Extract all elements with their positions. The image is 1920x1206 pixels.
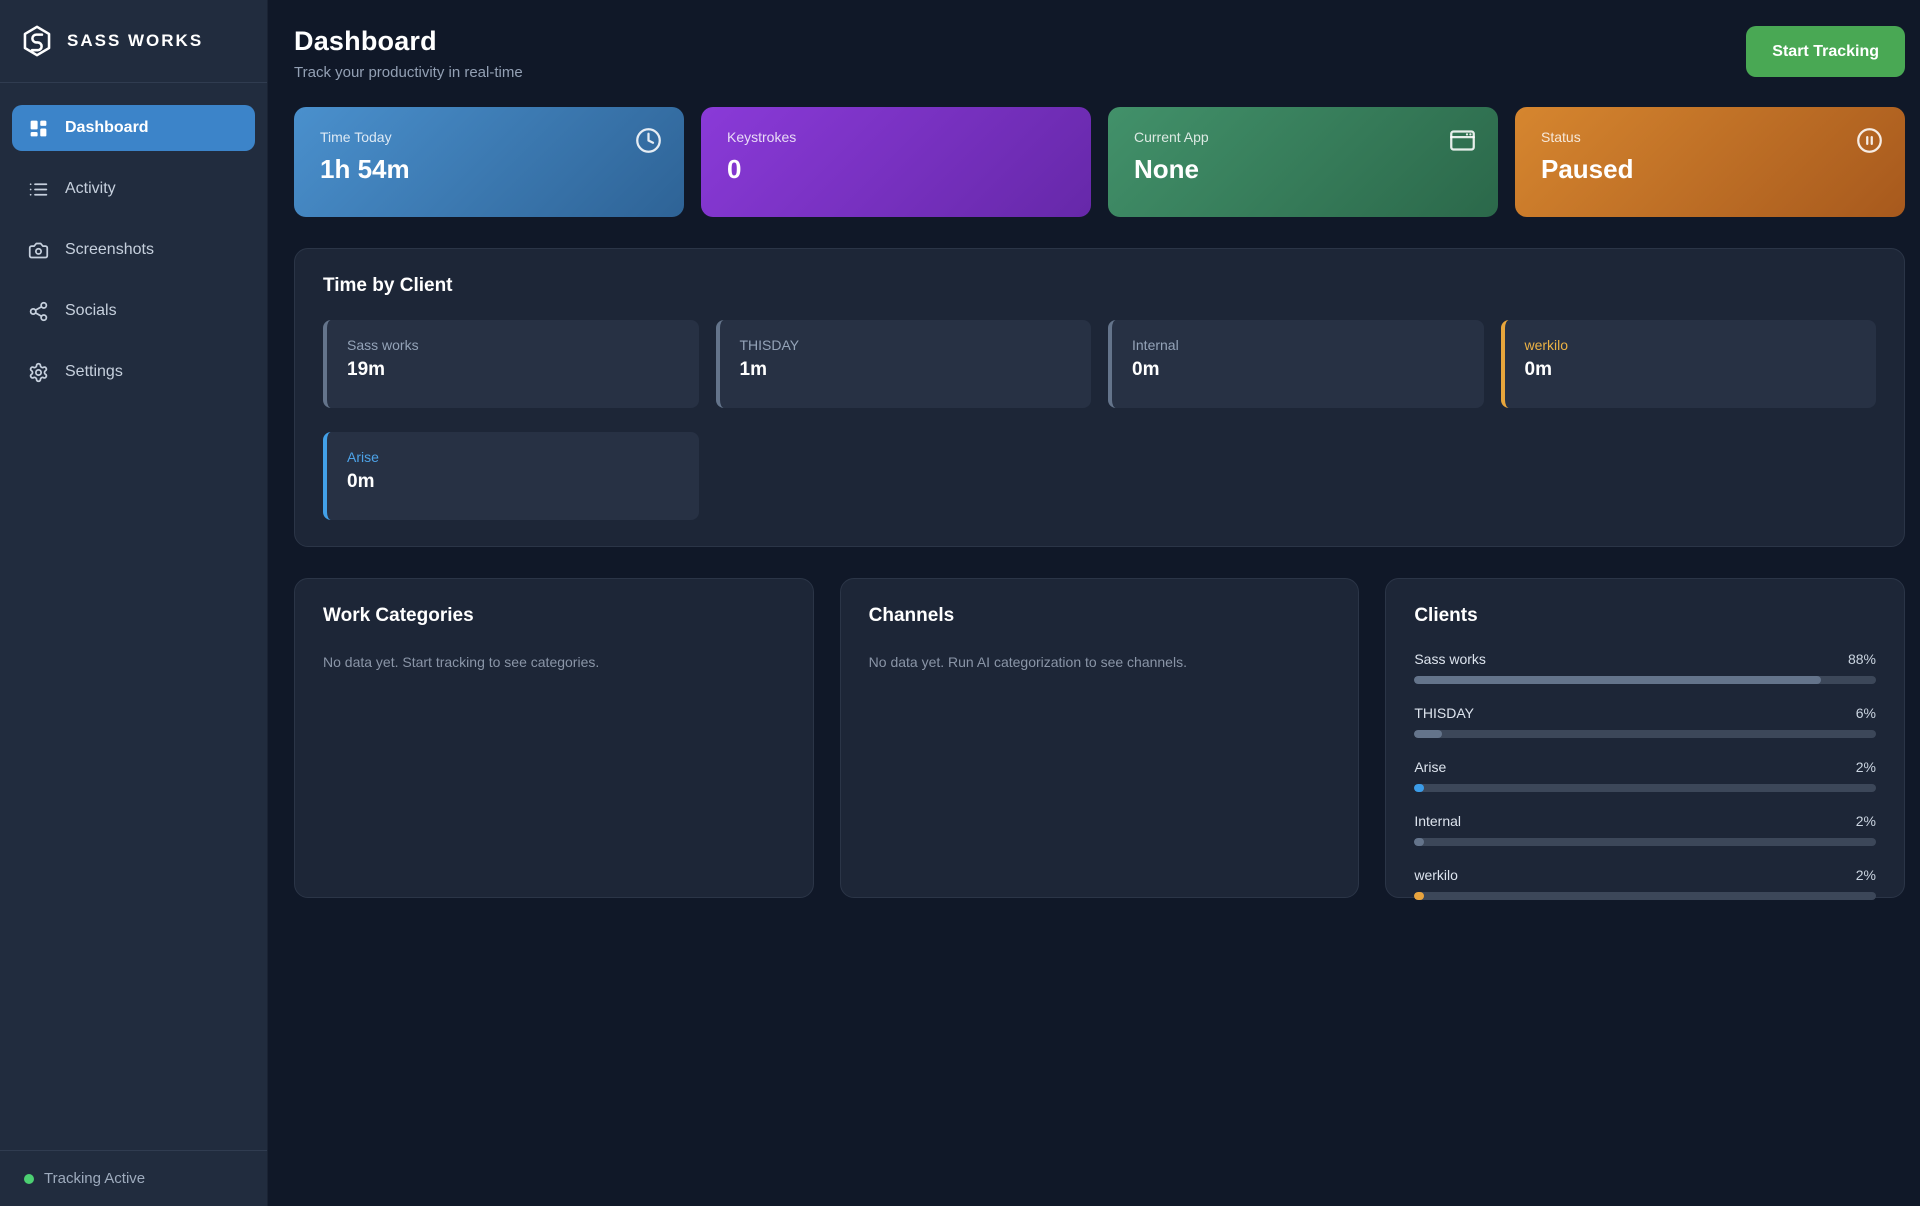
progress-bar-fill <box>1414 730 1443 738</box>
stat-value: 0 <box>727 154 742 184</box>
client-progress-row: Internal 2% <box>1414 813 1876 846</box>
sidebar-item-label: Socials <box>65 302 117 319</box>
client-time: 19m <box>347 359 386 380</box>
client-progress-row: werkilo 2% <box>1414 867 1876 900</box>
client-progress-row: THISDAY 6% <box>1414 705 1876 738</box>
clock-icon <box>636 128 661 153</box>
pause-circle-icon <box>1857 128 1882 153</box>
client-progress-name: Internal <box>1414 813 1462 829</box>
clients-title: Clients <box>1414 605 1478 626</box>
stat-card-current-app: Current App None <box>1108 107 1498 217</box>
clients-progress-list: Sass works 88% THISDAY 6% <box>1414 651 1876 900</box>
share-icon <box>29 301 48 321</box>
client-progress-percent: 2% <box>1855 759 1876 775</box>
sidebar-item-socials[interactable]: Socials <box>12 288 255 334</box>
stat-card-keystrokes: Keystrokes 0 <box>701 107 1091 217</box>
bottom-panels: Work Categories No data yet. Start track… <box>294 578 1905 900</box>
stat-label: Time Today <box>320 129 392 145</box>
dashboard-icon <box>30 120 47 136</box>
clients-panel: Clients Sass works 88% THISDAY 6% <box>1385 578 1905 900</box>
stat-card-status: Status Paused <box>1515 107 1905 217</box>
client-progress-row: Arise 2% <box>1414 759 1876 792</box>
client-grid: Sass works 19m THISDAY 1m Internal 0m we… <box>323 320 1876 520</box>
sidebar-item-label: Settings <box>65 363 123 380</box>
progress-bar-fill <box>1414 892 1424 900</box>
work-categories-panel: Work Categories No data yet. Start track… <box>294 578 814 898</box>
channels-empty-text: No data yet. Run AI categorization to se… <box>868 654 1187 670</box>
client-progress-name: Sass works <box>1414 651 1486 667</box>
stat-label: Keystrokes <box>727 129 797 145</box>
client-card-arise: Arise 0m <box>323 432 699 520</box>
app-title: SASS WORKS <box>67 31 204 50</box>
channels-panel: Channels No data yet. Run AI categorizat… <box>839 578 1360 898</box>
sass-works-logo-icon <box>23 25 51 57</box>
sidebar-item-label: Screenshots <box>65 241 154 258</box>
stat-card-time-today: Time Today 1h 54m <box>294 107 684 217</box>
sidebar-item-label: Activity <box>65 180 116 197</box>
sidebar-item-label: Dashboard <box>65 119 149 136</box>
channels-title: Channels <box>868 605 955 626</box>
page-heading-group: Dashboard Track your productivity in rea… <box>294 26 523 81</box>
client-name: Sass works <box>347 337 419 353</box>
progress-bar-fill <box>1414 838 1424 846</box>
page-header: Dashboard Track your productivity in rea… <box>294 26 1905 81</box>
client-name: werkilo <box>1524 337 1569 353</box>
stat-label: Current App <box>1134 129 1209 145</box>
camera-icon <box>28 242 49 258</box>
client-progress-percent: 2% <box>1855 813 1876 829</box>
page-title: Dashboard <box>294 26 437 56</box>
start-tracking-button[interactable]: Start Tracking <box>1746 26 1905 77</box>
list-icon <box>29 182 48 196</box>
client-progress-row: Sass works 88% <box>1414 651 1876 684</box>
stat-value: 1h 54m <box>320 154 410 184</box>
progress-bar-track <box>1414 838 1876 846</box>
client-time: 1m <box>739 359 767 380</box>
work-categories-title: Work Categories <box>323 605 474 626</box>
client-name: Internal <box>1132 337 1179 353</box>
sidebar-nav: Dashboard Activity Screenshots <box>0 83 267 432</box>
client-name: THISDAY <box>739 337 800 353</box>
progress-bar-track <box>1414 676 1876 684</box>
client-name: Arise <box>347 449 379 465</box>
sidebar-item-settings[interactable]: Settings <box>12 349 255 395</box>
progress-bar-fill <box>1414 676 1821 684</box>
sidebar-logo: SASS WORKS <box>0 0 267 83</box>
app-window-icon <box>1450 130 1475 151</box>
gear-icon <box>29 362 48 382</box>
client-progress-name: THISDAY <box>1414 705 1474 721</box>
work-categories-empty-text: No data yet. Start tracking to see categ… <box>323 654 600 670</box>
sidebar-item-dashboard[interactable]: Dashboard <box>12 105 255 151</box>
stat-label: Status <box>1541 129 1581 145</box>
progress-bar-track <box>1414 784 1876 792</box>
client-card-sass-works: Sass works 19m <box>323 320 699 408</box>
client-progress-percent: 6% <box>1855 705 1876 721</box>
client-progress-percent: 2% <box>1855 867 1876 883</box>
client-card-thisday: THISDAY 1m <box>715 320 1091 408</box>
time-by-client-panel: Time by Client Sass works 19m THISDAY 1m… <box>294 248 1905 547</box>
client-time: 0m <box>1524 359 1552 380</box>
tracking-status-label: Tracking Active <box>44 1170 146 1187</box>
time-by-client-title: Time by Client <box>323 275 453 296</box>
tracking-status-dot <box>24 1173 34 1184</box>
client-progress-percent: 88% <box>1847 651 1876 667</box>
main-content: Dashboard Track your productivity in rea… <box>268 0 1920 1206</box>
progress-bar-track <box>1414 892 1876 900</box>
client-progress-name: werkilo <box>1414 867 1458 883</box>
sidebar-item-activity[interactable]: Activity <box>12 166 255 212</box>
progress-bar-track <box>1414 730 1876 738</box>
client-time: 0m <box>1132 359 1160 380</box>
client-progress-name: Arise <box>1414 759 1447 775</box>
tracking-status: Tracking Active <box>0 1150 267 1206</box>
progress-bar-fill <box>1414 784 1424 792</box>
stats-row: Time Today 1h 54m Keystrokes 0 Current A… <box>294 107 1905 217</box>
stat-value: Paused <box>1541 154 1634 184</box>
client-card-internal: Internal 0m <box>1108 320 1484 408</box>
page-subtitle: Track your productivity in real-time <box>294 64 523 81</box>
client-card-werkilo: werkilo 0m <box>1500 320 1876 408</box>
stat-value: None <box>1134 154 1199 184</box>
sidebar: SASS WORKS Dashboard Activity <box>0 0 268 1206</box>
sidebar-item-screenshots[interactable]: Screenshots <box>12 227 255 273</box>
client-time: 0m <box>347 471 375 492</box>
